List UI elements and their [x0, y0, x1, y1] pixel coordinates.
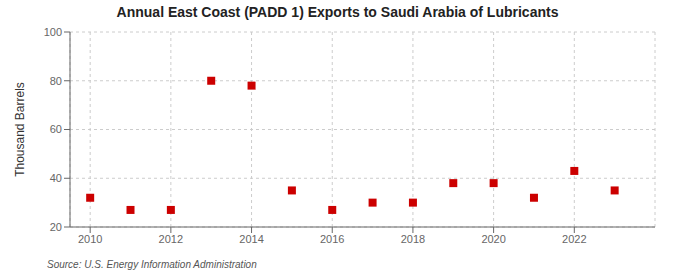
svg-text:2012: 2012: [159, 233, 183, 245]
svg-text:2014: 2014: [239, 233, 263, 245]
svg-text:20: 20: [50, 221, 62, 233]
svg-text:2018: 2018: [401, 233, 425, 245]
svg-text:2020: 2020: [481, 233, 505, 245]
html-text:Source: U.S. Energy Informatio: Source: U.S. Energy Information Administ…: [47, 259, 257, 270]
svg-text:80: 80: [50, 75, 62, 87]
svg-text:40: 40: [50, 172, 62, 184]
svg-text:60: 60: [50, 123, 62, 135]
svg-text:2010: 2010: [78, 233, 102, 245]
svg-text:100: 100: [44, 26, 62, 38]
html-text:Annual East Coast (PADD 1) Exp: Annual East Coast (PADD 1) Exports to Sa…: [116, 4, 559, 20]
svg-text:2022: 2022: [562, 233, 586, 245]
svg-text:2016: 2016: [320, 233, 344, 245]
svg-text:Thousand Barrels: Thousand Barrels: [13, 82, 27, 177]
